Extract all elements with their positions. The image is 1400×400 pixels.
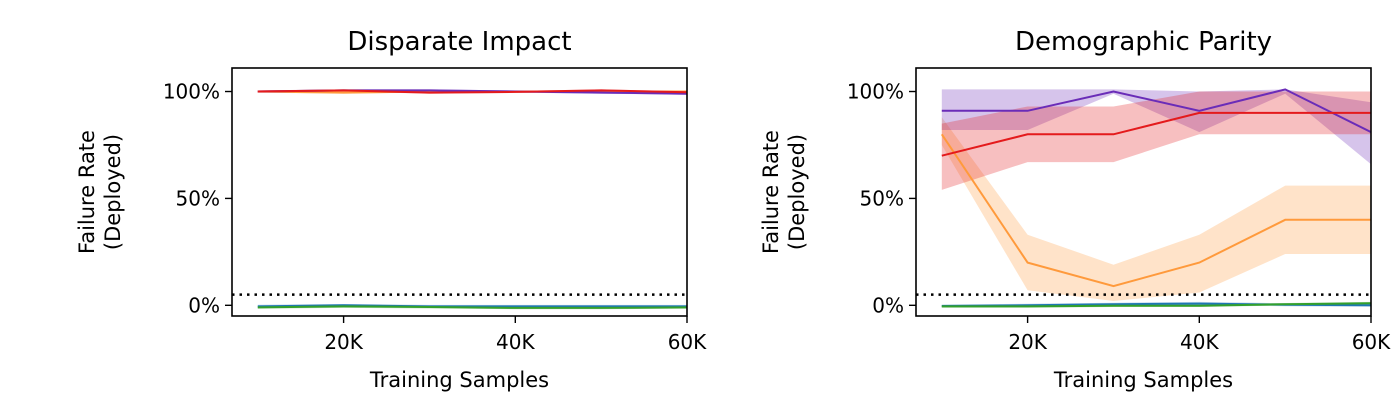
x-tick-label: 60K bbox=[1352, 330, 1391, 354]
x-tick-label: 40K bbox=[496, 330, 535, 354]
x-tick-label: 40K bbox=[1180, 330, 1219, 354]
y-axis-label-line: (Deployed) bbox=[785, 134, 809, 250]
y-axis-label: Failure Rate (Deployed) bbox=[759, 130, 809, 254]
x-tick-label: 20K bbox=[1008, 330, 1047, 354]
y-tick-label: 100% bbox=[847, 80, 904, 104]
series-line-3 bbox=[941, 111, 1371, 157]
series-line-5 bbox=[257, 305, 687, 309]
chart-panel-2: 20K 40K 60K 0% 50% 100% Demographic Parity Trai… bbox=[759, 27, 1391, 392]
y-tick-label: 50% bbox=[860, 186, 904, 210]
x-axis-label: Training Samples bbox=[1053, 368, 1233, 392]
y-tick-label: 50% bbox=[176, 186, 220, 210]
plot-frame bbox=[231, 67, 688, 317]
y-axis-label: Failure Rate (Deployed) bbox=[75, 130, 125, 254]
chart-title: Disparate Impact bbox=[347, 27, 571, 57]
chart-panel-1: 20K 40K 60K 0% 50% 100% Disparate Impact Traini… bbox=[75, 27, 707, 392]
y-axis-label-line: Failure Rate bbox=[759, 130, 783, 254]
y-axis-label-line: (Deployed) bbox=[101, 134, 125, 250]
y-tick-label: 0% bbox=[872, 293, 904, 317]
series-line-2 bbox=[941, 88, 1371, 133]
y-tick-label: 0% bbox=[188, 293, 220, 317]
series-line-1 bbox=[940, 133, 1371, 288]
series-band-3 bbox=[941, 91, 1371, 190]
series-band-2 bbox=[941, 89, 1371, 165]
series-line-4 bbox=[257, 304, 687, 308]
y-axis-label-line: Failure Rate bbox=[75, 130, 99, 254]
plot-area bbox=[232, 89, 687, 310]
series-line-5 bbox=[941, 302, 1371, 308]
plot-frame bbox=[915, 67, 1372, 317]
plot-area bbox=[916, 88, 1371, 308]
series-line-3 bbox=[257, 89, 687, 94]
x-axis-label: Training Samples bbox=[369, 368, 549, 392]
series-band-1 bbox=[941, 117, 1371, 301]
y-tick-label: 100% bbox=[163, 80, 220, 104]
x-tick-label: 20K bbox=[324, 330, 363, 354]
x-tick-label: 60K bbox=[668, 330, 707, 354]
chart-title: Demographic Parity bbox=[1015, 27, 1272, 57]
